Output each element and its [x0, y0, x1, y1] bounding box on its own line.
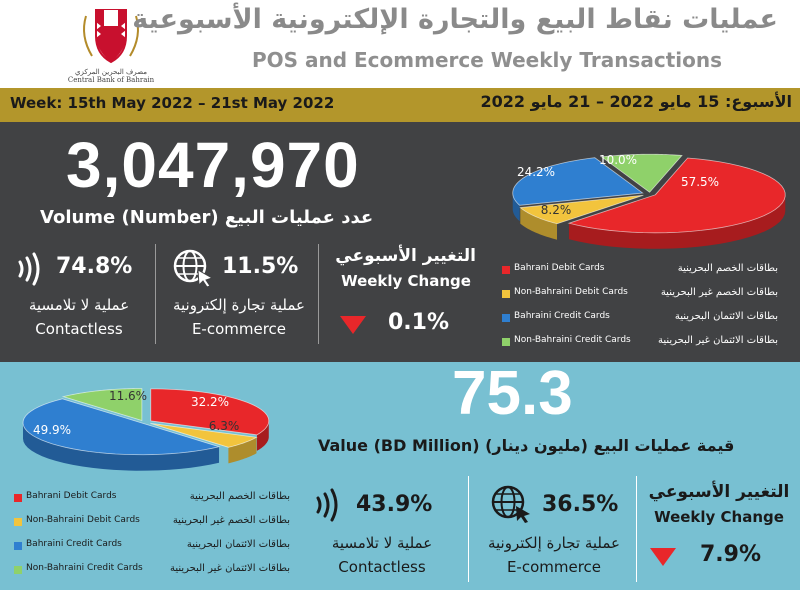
pie-slice-label: 11.6%	[109, 389, 147, 403]
pie-slice-label: 24.2%	[517, 165, 555, 179]
pie-slice-non-bahraini-debit-cards	[519, 194, 644, 225]
pie-slice-non-bahraini-debit-cards	[150, 422, 258, 448]
volume-weekly-change-value: 0.1%	[388, 310, 450, 335]
contactless-icon	[18, 252, 40, 286]
legend-swatch	[14, 542, 22, 550]
value-contactless-label-ar: عملية لا تلامسية	[331, 534, 433, 552]
value-pie-chart: 32.2% 6.3% 49.9% 11.6%	[22, 388, 270, 471]
pie-slice-bahraini-credit-cards	[22, 398, 221, 456]
legend-label-en: Non-Bahraini Debit Cards	[514, 287, 628, 297]
value-number: 75.3	[452, 359, 573, 428]
legend-label-en: Non-Bahraini Credit Cards	[514, 335, 631, 345]
value-ecommerce-pct: 36.5%	[542, 492, 619, 517]
title-arabic: عمليات نقاط البيع والتجارة الإلكترونية ا…	[132, 4, 778, 35]
legend-swatch	[14, 566, 22, 574]
legend-swatch	[502, 338, 510, 346]
title-english: POS and Ecommerce Weekly Transactions	[251, 48, 722, 72]
legend-swatch	[14, 494, 22, 502]
pie-slice-side	[520, 207, 558, 240]
legend-swatch	[502, 314, 510, 322]
pie-slice-label: 6.3%	[209, 419, 240, 433]
value-weekly-change-en: Weekly Change	[654, 508, 784, 526]
legend-label-en: Bahraini Credit Cards	[514, 311, 610, 321]
volume-contactless-label-ar: عملية لا تلامسية	[28, 296, 130, 314]
legend-item: Bahrani Debit Cards بطاقات الخصم البحريني…	[10, 490, 310, 508]
down-triangle-icon	[340, 316, 366, 334]
legend-swatch	[502, 266, 510, 274]
legend-item: Non-Bahraini Credit Cards بطاقات الائتمان…	[10, 562, 310, 580]
pie-slice-label: 57.5%	[681, 175, 719, 189]
legend-item: Bahraini Credit Cards بطاقات الائتمان الب…	[498, 310, 798, 328]
legend-label-en: Bahraini Credit Cards	[26, 539, 122, 549]
volume-ecommerce-label-en: E-commerce	[191, 320, 287, 338]
value-contactless-pct: 43.9%	[356, 492, 433, 517]
down-triangle-icon	[650, 548, 676, 566]
pie-slice-non-bahraini-credit-cards	[600, 153, 683, 193]
week-band	[0, 88, 800, 122]
legend-swatch	[14, 518, 22, 526]
volume-weekly-change-ar: التغيير الأسبوعي	[335, 246, 476, 266]
value-contactless-label-en: Contactless	[338, 558, 426, 576]
divider	[155, 244, 156, 344]
week-range-english: Week: 15th May 2022 – 21st May 2022	[10, 94, 335, 112]
legend-label-ar: بطاقات الخصم البحرينية	[189, 491, 290, 502]
value-ecommerce-label-ar: عملية تجارة إلكترونية	[487, 534, 621, 552]
volume-contactless-label-en: Contactless	[35, 320, 123, 338]
pie-slice-non-bahraini-credit-cards	[61, 388, 143, 422]
pie-slice-side	[512, 193, 520, 222]
legend-item: Bahrani Debit Cards بطاقات الخصم البحريني…	[498, 262, 798, 280]
value-weekly-change-value: 7.9%	[700, 542, 762, 567]
divider	[318, 244, 319, 344]
logo-caption: مصرف البحرين المركزي Central Bank of Bah…	[67, 68, 155, 84]
value-weekly-change-ar: التغيير الأسبوعي	[648, 482, 790, 502]
legend-label-en: Bahrani Debit Cards	[26, 491, 117, 501]
legend-label-ar: بطاقات الخصم غير البحرينية	[660, 287, 778, 298]
central-bank-logo: مصرف البحرين المركزي Central Bank of Bah…	[66, 6, 156, 84]
globe-cursor-icon	[173, 249, 214, 288]
legend-label-ar: بطاقات الائتمان غير البحرينية	[657, 335, 778, 346]
volume-legend: Bahrani Debit Cards بطاقات الخصم البحريني…	[498, 258, 798, 354]
pie-slice-side	[568, 194, 786, 249]
header	[0, 0, 800, 88]
pie-slice-side	[23, 422, 220, 471]
volume-ecommerce-label-ar: عملية تجارة إلكترونية	[172, 296, 306, 314]
pie-slice-label: 32.2%	[191, 395, 229, 409]
volume-pie-chart: 57.5% 8.2% 24.2% 10.0%	[512, 153, 786, 249]
pie-slice-label: 49.9%	[33, 423, 71, 437]
value-ecommerce-label-en: E-commerce	[506, 558, 602, 576]
legend-label-ar: بطاقات الخصم البحرينية	[677, 263, 778, 274]
contactless-icon	[316, 488, 338, 522]
legend-label-en: Non-Bahraini Debit Cards	[26, 515, 140, 525]
value-legend: Bahrani Debit Cards بطاقات الخصم البحريني…	[10, 486, 310, 582]
value-label: Value (BD Million) (مليون دينار) قيمة عم…	[318, 436, 735, 455]
week-range-arabic: الأسبوع: 15 مايو 2022 – 21 مايو 2022	[480, 92, 792, 111]
legend-label-ar: بطاقات الائتمان البحرينية	[186, 539, 290, 550]
pie-slice-side	[228, 437, 257, 464]
legend-label-ar: بطاقات الخصم غير البحرينية	[172, 515, 290, 526]
globe-cursor-icon	[491, 485, 530, 523]
volume-label: Volume (Number) عدد عمليات البيع	[40, 207, 374, 228]
pie-slice-label: 10.0%	[599, 153, 637, 167]
pie-slice-label: 8.2%	[541, 203, 572, 217]
pie-slice-bahraini-credit-cards	[512, 157, 644, 206]
legend-label-ar: بطاقات الائتمان غير البحرينية	[169, 563, 290, 574]
volume-contactless-pct: 74.8%	[56, 254, 133, 279]
legend-label-en: Bahrani Debit Cards	[514, 263, 605, 273]
pie-slice-bahrani-debit-cards	[567, 157, 786, 234]
legend-item: Bahraini Credit Cards بطاقات الائتمان الب…	[10, 538, 310, 556]
bahrain-emblem-icon	[83, 9, 139, 64]
legend-label-en: Non-Bahraini Credit Cards	[26, 563, 143, 573]
legend-label-ar: بطاقات الائتمان البحرينية	[674, 311, 778, 322]
volume-weekly-change-en: Weekly Change	[341, 272, 471, 290]
divider	[468, 476, 469, 582]
volume-number: 3,047,970	[66, 129, 360, 201]
legend-item: Non-Bahraini Debit Cards بطاقات الخصم غير…	[10, 514, 310, 532]
legend-item: Non-Bahraini Debit Cards بطاقات الخصم غير…	[498, 286, 798, 304]
volume-ecommerce-pct: 11.5%	[222, 254, 299, 279]
legend-swatch	[502, 290, 510, 298]
legend-item: Non-Bahraini Credit Cards بطاقات الائتمان…	[498, 334, 798, 352]
pie-slice-bahrani-debit-cards	[150, 388, 270, 436]
divider	[636, 476, 637, 582]
